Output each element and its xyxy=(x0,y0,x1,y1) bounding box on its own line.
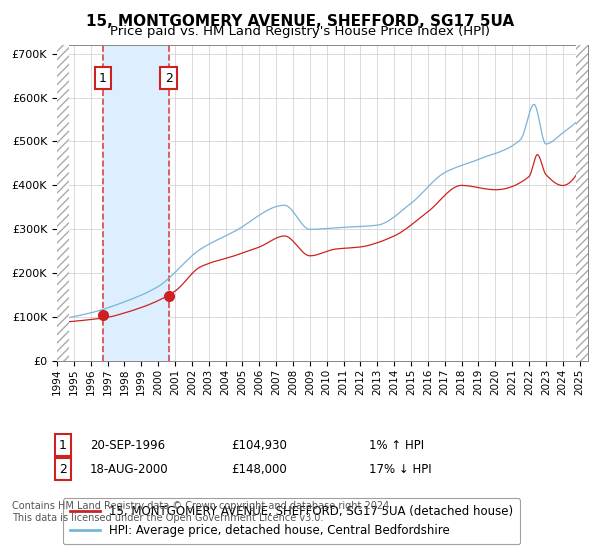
Text: £104,930: £104,930 xyxy=(231,438,287,452)
Text: 2: 2 xyxy=(165,72,173,85)
Bar xyxy=(576,45,588,361)
Text: 18-AUG-2000: 18-AUG-2000 xyxy=(90,463,169,476)
Text: Contains HM Land Registry data © Crown copyright and database right 2024.
This d: Contains HM Land Registry data © Crown c… xyxy=(12,501,392,523)
Text: 15, MONTGOMERY AVENUE, SHEFFORD, SG17 5UA: 15, MONTGOMERY AVENUE, SHEFFORD, SG17 5U… xyxy=(86,14,514,29)
Bar xyxy=(57,45,69,361)
Text: 1% ↑ HPI: 1% ↑ HPI xyxy=(369,438,424,452)
Text: 17% ↓ HPI: 17% ↓ HPI xyxy=(369,463,431,476)
Bar xyxy=(103,45,169,361)
Legend: 15, MONTGOMERY AVENUE, SHEFFORD, SG17 5UA (detached house), HPI: Average price, : 15, MONTGOMERY AVENUE, SHEFFORD, SG17 5U… xyxy=(63,498,520,544)
Text: £148,000: £148,000 xyxy=(231,463,287,476)
Text: 20-SEP-1996: 20-SEP-1996 xyxy=(90,438,165,452)
Text: Price paid vs. HM Land Registry's House Price Index (HPI): Price paid vs. HM Land Registry's House … xyxy=(110,25,490,38)
Text: 1: 1 xyxy=(99,72,107,85)
Text: 1: 1 xyxy=(59,438,67,452)
Text: 2: 2 xyxy=(59,463,67,476)
